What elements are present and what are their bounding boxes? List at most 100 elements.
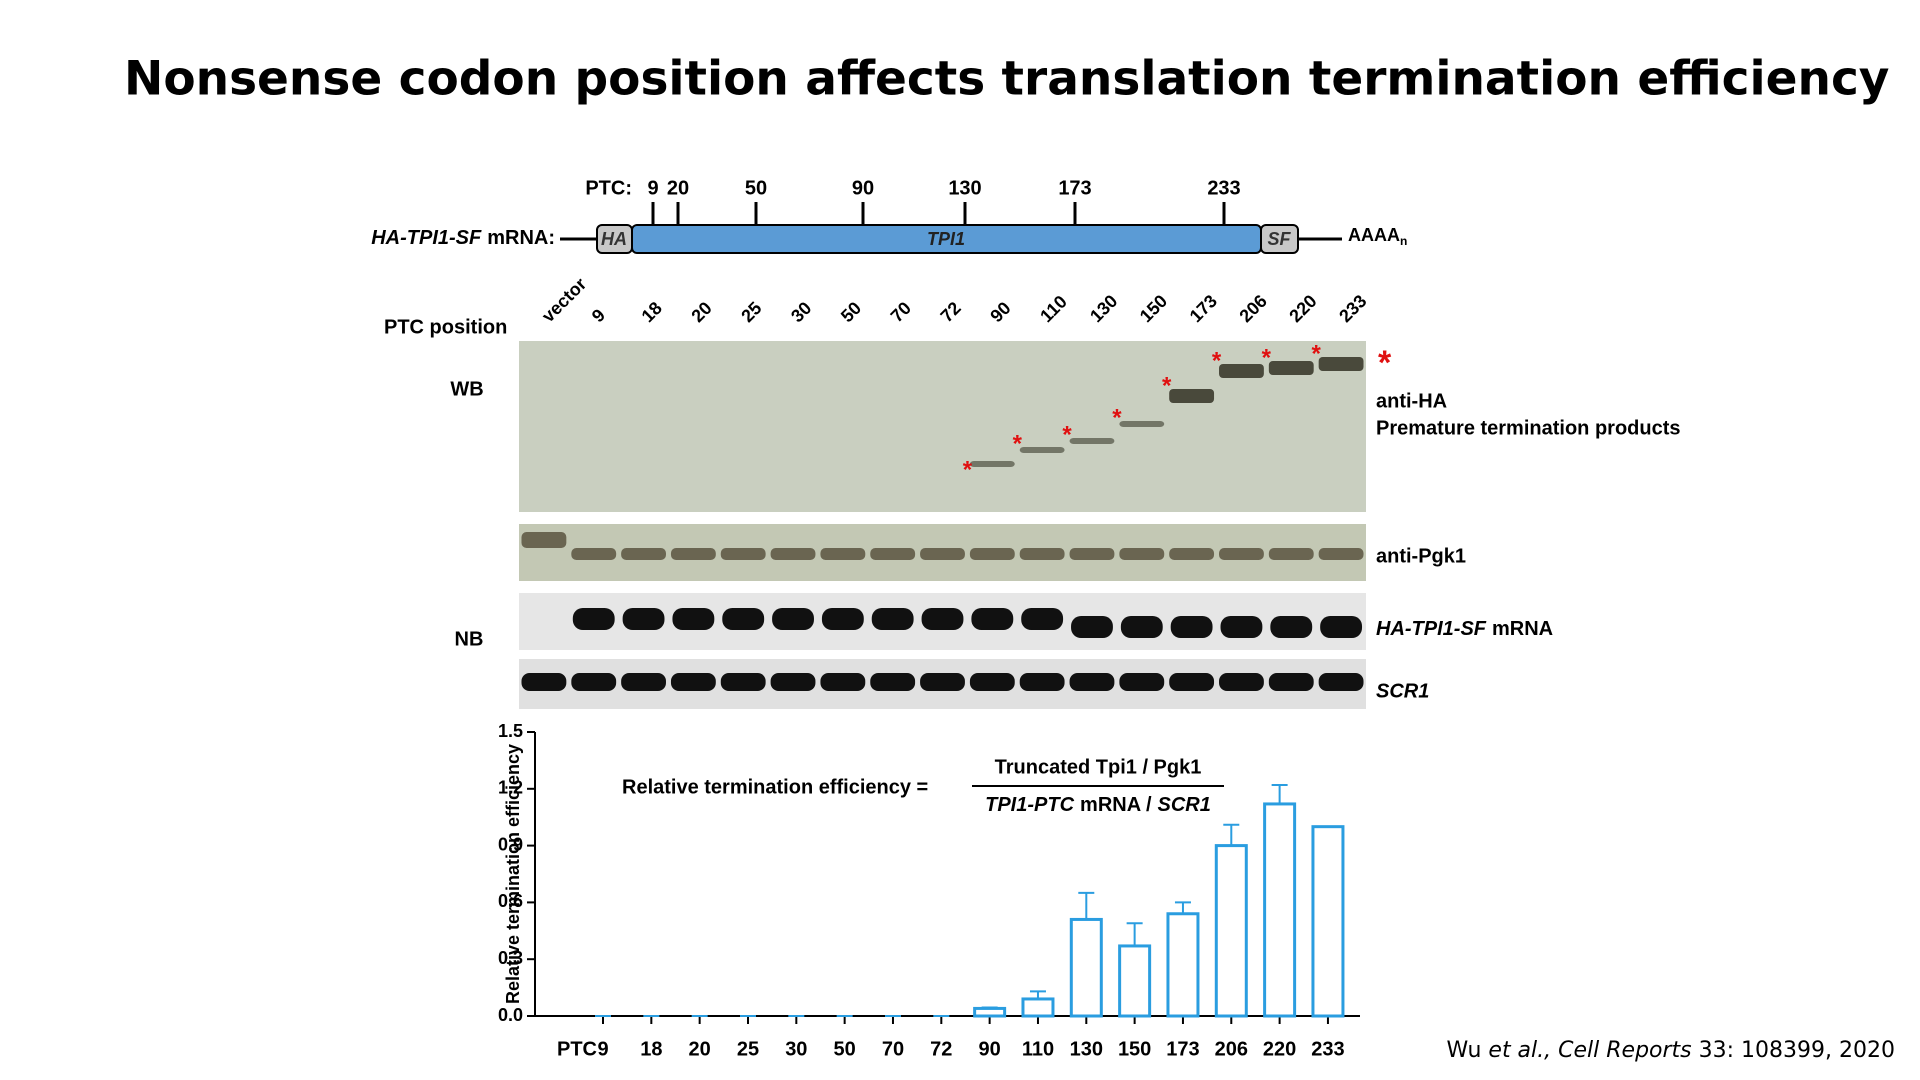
band — [1069, 548, 1115, 560]
x-axis-label: PTC — [557, 1038, 597, 1060]
band — [871, 608, 914, 630]
band — [1268, 673, 1314, 691]
asterisk: * — [1212, 347, 1222, 374]
x-tick-label: 20 — [689, 1038, 711, 1060]
band — [670, 548, 716, 560]
band — [571, 673, 617, 691]
band — [1119, 673, 1165, 691]
band — [720, 548, 766, 560]
x-tick-label: 25 — [737, 1038, 759, 1060]
band — [1268, 548, 1314, 560]
mrna-diagram: HA TPI1 SF AAAAn HA-TPI1-SF mRNA: PTC: — [371, 177, 1407, 254]
nb-label: NB — [455, 628, 484, 650]
row-label-suffix: mRNA — [1492, 618, 1553, 640]
band — [1318, 357, 1364, 371]
lane-label: vector — [538, 274, 590, 326]
band — [1069, 673, 1115, 691]
box-label: SF — [1267, 229, 1291, 249]
x-tick-label: 233 — [1311, 1038, 1344, 1060]
slide-title: Nonsense codon position affects translat… — [124, 52, 1889, 107]
x-tick-label: 9 — [597, 1038, 608, 1060]
band — [722, 608, 765, 630]
band — [672, 608, 715, 630]
ptc-position-label: 50 — [745, 177, 767, 199]
band — [1219, 548, 1264, 560]
x-tick-label: 206 — [1215, 1038, 1248, 1060]
den-italic: TPI1-PTC — [985, 794, 1074, 816]
row-label: HA-TPI1-SF mRNA — [1376, 618, 1553, 640]
ptc-position-label: 173 — [1058, 177, 1091, 199]
band — [1318, 673, 1364, 691]
band — [1119, 421, 1165, 427]
lane-header: PTC position — [384, 316, 507, 338]
band — [1169, 548, 1215, 560]
cite-rest: 33: 108399, 2020 — [1699, 1038, 1895, 1063]
row-label: SCR1 — [1376, 680, 1429, 702]
y-tick-label: 0.6 — [498, 891, 523, 911]
band — [1219, 673, 1264, 691]
band — [521, 532, 567, 548]
y-tick-label: 0.0 — [498, 1005, 523, 1025]
band — [770, 548, 816, 560]
band — [1021, 608, 1064, 630]
lane-label: 90 — [986, 298, 1014, 326]
band — [1119, 548, 1165, 560]
x-tick-label: 220 — [1263, 1038, 1296, 1060]
band — [1219, 364, 1264, 378]
band — [1120, 616, 1163, 638]
band — [720, 673, 766, 691]
poly-a-tail: AAAAn — [1348, 225, 1407, 248]
cite-etal: et al., — [1488, 1038, 1551, 1063]
band — [870, 673, 916, 691]
x-tick-label: 110 — [1022, 1038, 1054, 1060]
formula-left: Relative termination efficiency = — [622, 776, 928, 798]
x-tick-label: 70 — [882, 1038, 904, 1060]
row-label: anti-HA — [1376, 390, 1447, 412]
band — [572, 608, 615, 630]
band — [969, 673, 1015, 691]
band — [621, 673, 666, 691]
band — [1019, 548, 1065, 560]
lane-label: 18 — [638, 298, 666, 326]
band — [521, 673, 567, 691]
bar — [1069, 917, 1103, 1018]
box-label: HA — [601, 229, 627, 249]
band — [1019, 673, 1065, 691]
tail: AAAA — [1348, 225, 1400, 245]
band — [670, 673, 716, 691]
lane-label: 30 — [787, 298, 815, 326]
bar — [973, 1006, 1007, 1018]
band — [920, 673, 965, 691]
lane-label: 70 — [887, 298, 915, 326]
citation: Wu et al., Cell Reports 33: 108399, 2020 — [1446, 1038, 1895, 1063]
asterisk: * — [963, 456, 973, 483]
band — [1069, 438, 1115, 444]
x-tick-label: 173 — [1166, 1038, 1199, 1060]
y-tick-label: 0.9 — [498, 834, 523, 854]
lane-label: 9 — [588, 305, 609, 326]
band — [969, 461, 1015, 467]
band — [1169, 389, 1215, 403]
ptc-position-label: 233 — [1207, 177, 1240, 199]
row-label: anti-Pgk1 — [1376, 545, 1466, 567]
mrna-name: HA-TPI1-SF — [371, 227, 482, 249]
band — [622, 608, 665, 630]
bar — [1311, 825, 1345, 1018]
lane-label: 233 — [1335, 291, 1370, 326]
x-tick-label: 72 — [930, 1038, 952, 1060]
band — [1268, 361, 1314, 375]
bar — [1021, 997, 1055, 1018]
band — [772, 608, 814, 630]
lane-label: 150 — [1136, 291, 1171, 326]
cite-author: Wu — [1446, 1038, 1481, 1063]
sf-box — [1260, 224, 1299, 254]
lane-label: 72 — [937, 298, 965, 326]
bar — [1214, 844, 1248, 1018]
den-mid: mRNA / — [1080, 794, 1152, 816]
tail-sub: n — [1400, 234, 1407, 248]
bar — [1118, 944, 1152, 1018]
mrna-label: HA-TPI1-SF mRNA: — [371, 227, 555, 249]
band — [571, 548, 617, 560]
band — [921, 608, 964, 630]
